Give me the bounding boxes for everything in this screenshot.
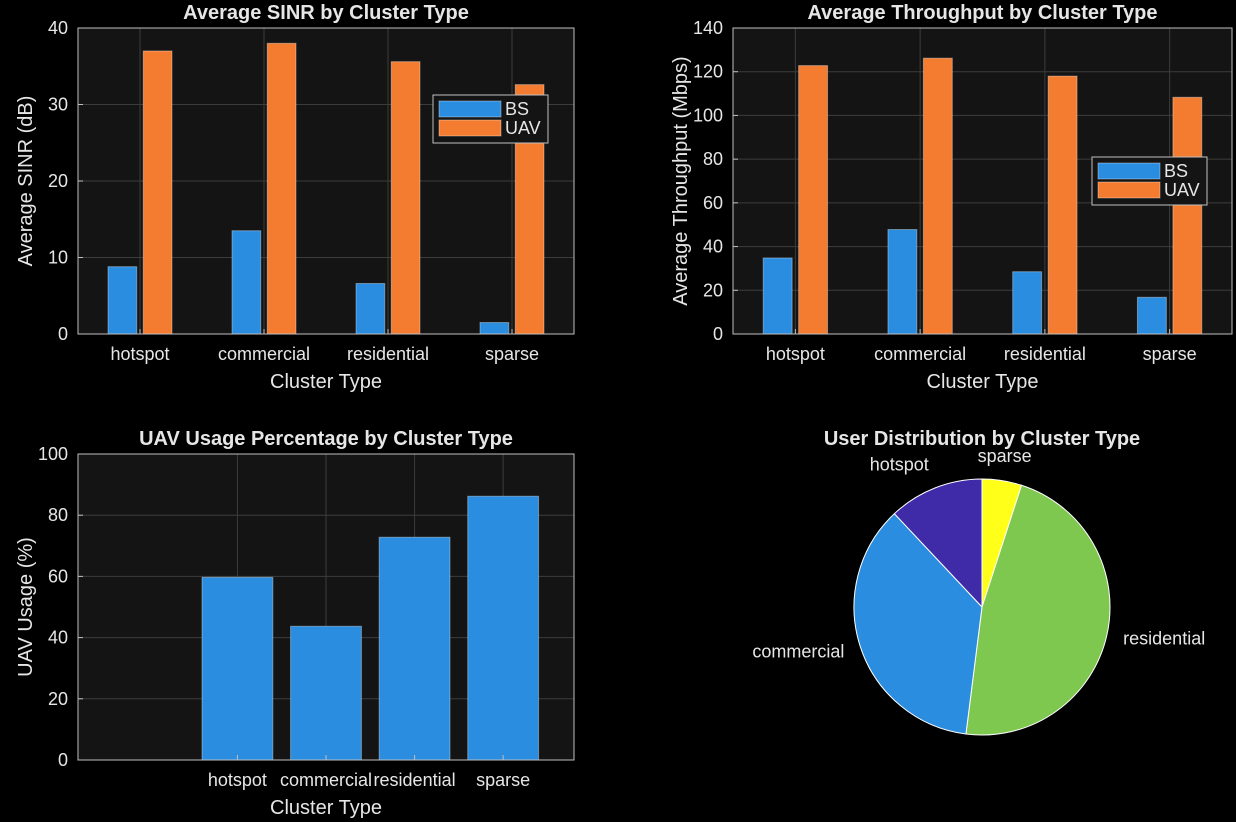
uav-usage-bar-sparse	[467, 495, 540, 761]
sinr-chart-title: Average SINR by Cluster Type	[183, 2, 469, 24]
sinr-ytick-label: 10	[48, 248, 68, 268]
throughput-ytick-label: 100	[693, 105, 723, 125]
uav-usage-xtick-label: commercial	[280, 770, 372, 790]
throughput-bar-bs-commercial	[887, 229, 918, 335]
uav-usage-ytick-label: 60	[48, 566, 68, 586]
throughput-ytick-label: 120	[693, 62, 723, 82]
uav-usage-ytick-label: 20	[48, 689, 68, 709]
uav-usage-xtick-label: hotspot	[208, 770, 267, 790]
sinr-ytick-label: 20	[48, 171, 68, 191]
sinr-xtick-label: hotspot	[110, 344, 169, 364]
sinr-bar-bs-residential	[355, 283, 386, 335]
throughput-legend-label-bs: BS	[1164, 161, 1188, 181]
sinr-legend-swatch-bs	[438, 100, 502, 118]
uav-usage-chart-ylabel: UAV Usage (%)	[15, 537, 37, 677]
uav-usage-chart-ticks: 0 20 40 60 80 100 hotspot commercial residential…	[38, 444, 530, 790]
sinr-xtick-label: sparse	[485, 344, 539, 364]
throughput-bar-uav-commercial	[922, 57, 953, 335]
sinr-legend-swatch-uav	[438, 119, 502, 137]
throughput-legend-label-uav: UAV	[1164, 180, 1200, 200]
throughput-chart-ticks: 0 20 40 60 80 100 120 140 hotspot commercial resid…	[693, 18, 1197, 364]
sinr-bar-bs-sparse	[479, 322, 510, 335]
sinr-chart-xlabel: Cluster Type	[270, 371, 382, 393]
throughput-xtick-label: sparse	[1143, 344, 1197, 364]
sinr-xtick-label: commercial	[218, 344, 310, 364]
throughput-ytick-label: 80	[703, 149, 723, 169]
pie-label-commercial: commercial	[752, 642, 844, 662]
throughput-chart-panel: 0 20 40 60 80 100 120 140 hotspot commercial resid…	[670, 2, 1233, 393]
sinr-bar-uav-residential	[390, 61, 421, 335]
sinr-legend-label-uav: UAV	[505, 118, 541, 138]
throughput-chart-frame	[732, 27, 1233, 335]
sinr-bar-uav-hotspot	[142, 50, 173, 335]
pie-slice-hotspot	[893, 478, 983, 609]
pie-label-sparse: sparse	[978, 446, 1032, 466]
throughput-chart-ylabel: Average Throughput (Mbps)	[670, 56, 692, 305]
uav-usage-chart-panel: 0 20 40 60 80 100 hotspot commercial residential…	[15, 428, 575, 819]
throughput-xtick-label: hotspot	[766, 344, 825, 364]
throughput-bar-uav-hotspot	[798, 65, 829, 335]
throughput-bar-bs-sparse	[1136, 296, 1167, 335]
sinr-chart-ticks: 0 10 20 30 40 hotspot commercial residential spa…	[48, 18, 539, 364]
pie-slice-commercial	[853, 512, 983, 735]
uav-usage-xtick-label: residential	[374, 770, 456, 790]
sinr-chart-panel: 0 10 20 30 40 hotspot commercial residential spa…	[15, 2, 575, 393]
throughput-bar-uav-sparse	[1172, 96, 1203, 335]
uav-usage-ytick-label: 0	[58, 750, 68, 770]
throughput-chart-title: Average Throughput by Cluster Type	[807, 2, 1157, 24]
sinr-ytick-label: 30	[48, 95, 68, 115]
uav-usage-chart-bars	[201, 495, 540, 761]
throughput-legend-swatch-uav	[1097, 181, 1161, 199]
pie-labels: sparse residential commercial hotspot	[752, 446, 1205, 662]
throughput-chart-bars	[762, 57, 1203, 335]
sinr-chart-ylabel: Average SINR (dB)	[15, 96, 37, 267]
throughput-ytick-label: 0	[713, 324, 723, 344]
throughput-ytick-label: 140	[693, 18, 723, 38]
throughput-xtick-label: residential	[1004, 344, 1086, 364]
uav-usage-xtick-label: sparse	[476, 770, 530, 790]
uav-usage-bar-commercial	[290, 625, 362, 761]
sinr-ytick-label: 40	[48, 18, 68, 38]
uav-usage-ytick-label: 100	[38, 444, 68, 464]
throughput-bar-uav-residential	[1047, 75, 1078, 335]
sinr-bar-bs-hotspot	[107, 266, 138, 335]
throughput-ytick-label: 60	[703, 193, 723, 213]
sinr-ytick-label: 0	[58, 324, 68, 344]
throughput-legend-swatch-bs	[1097, 162, 1161, 180]
uav-usage-chart-xlabel: Cluster Type	[270, 797, 382, 819]
user-distribution-pie-panel: User Distribution by Cluster Type sparse…	[752, 428, 1205, 736]
uav-usage-ytick-label: 80	[48, 505, 68, 525]
sinr-bar-bs-commercial	[231, 230, 262, 335]
uav-usage-bar-residential	[378, 536, 451, 761]
throughput-bar-bs-hotspot	[762, 257, 793, 335]
throughput-xtick-label: commercial	[874, 344, 966, 364]
uav-usage-ytick-label: 40	[48, 628, 68, 648]
throughput-bar-bs-residential	[1012, 271, 1043, 335]
throughput-chart-xlabel: Cluster Type	[927, 371, 1039, 393]
uav-usage-chart-title: UAV Usage Percentage by Cluster Type	[139, 428, 513, 450]
pie-chart-title: User Distribution by Cluster Type	[824, 428, 1140, 450]
throughput-ytick-label: 20	[703, 280, 723, 300]
throughput-ytick-label: 40	[703, 237, 723, 257]
sinr-legend-label-bs: BS	[505, 99, 529, 119]
sinr-xtick-label: residential	[347, 344, 429, 364]
sinr-bar-uav-commercial	[266, 42, 297, 335]
pie-slices	[853, 478, 1111, 736]
pie-label-residential: residential	[1123, 629, 1205, 649]
uav-usage-bar-hotspot	[201, 576, 274, 761]
pie-label-hotspot: hotspot	[870, 455, 929, 475]
pie-slice-residential	[965, 484, 1111, 736]
